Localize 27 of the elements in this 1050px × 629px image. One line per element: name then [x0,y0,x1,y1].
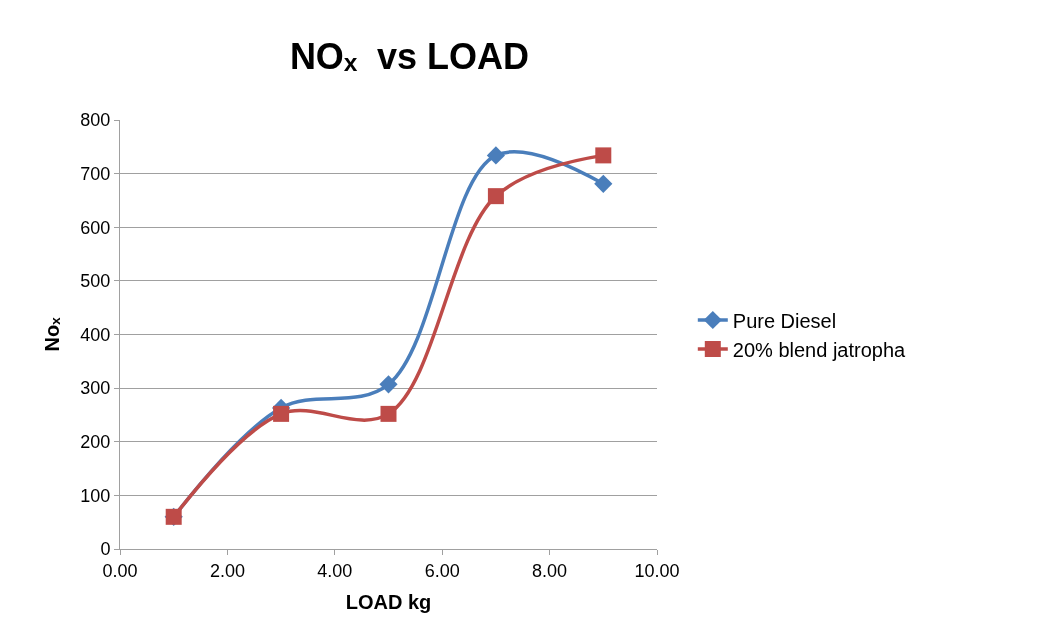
y-tick-label: 600 [80,217,111,238]
point [379,375,398,394]
x-tick-label: 2.00 [209,560,245,581]
y-tick-label: 800 [80,110,111,131]
point [594,174,613,193]
point [595,147,612,164]
y-tick-label: 300 [80,378,111,399]
y-tick-label: 100 [80,485,111,506]
point [380,405,397,422]
x-tick-label: 4.00 [317,560,353,581]
point [487,188,504,205]
y-tick-label: 500 [80,271,111,292]
x-tick-label: 0.00 [102,560,138,581]
chart-title: NOₓ vs LOAD [289,36,530,78]
y-tick-label: 200 [80,432,111,453]
point [273,405,290,422]
y-tick-label: 400 [80,324,111,345]
point [486,146,505,165]
legend-label: 20% blend jatropha [732,338,907,361]
legend-label: Pure Diesel [732,309,837,332]
x-tick-label: 10.00 [634,560,680,581]
x-axis-title: LOAD kg [345,591,432,614]
x-tick-label: 6.00 [424,560,460,581]
x-tick-label: 8.00 [532,560,568,581]
y-tick-label: 700 [80,163,111,184]
y-axis-title: Noₓ [40,316,63,352]
y-tick-label: 0 [100,539,111,560]
